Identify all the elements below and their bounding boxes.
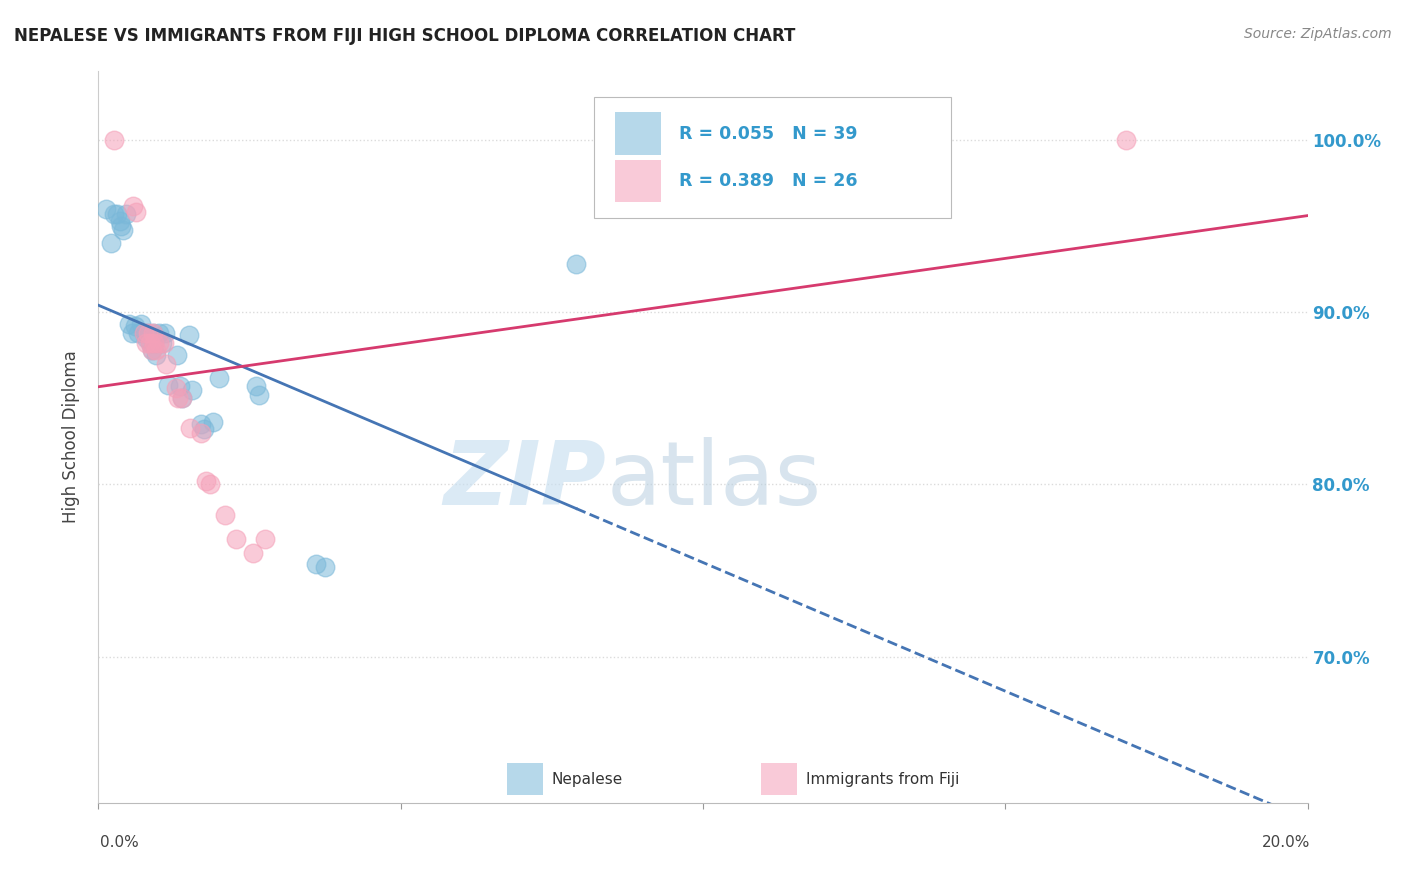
Point: [170, 392, 193, 406]
Point: [94, 202, 117, 216]
Point: [181, 383, 204, 397]
Point: [136, 326, 159, 340]
Point: [195, 474, 218, 488]
Point: [190, 425, 212, 440]
Point: [150, 336, 173, 351]
Text: Source: ZipAtlas.com: Source: ZipAtlas.com: [1244, 27, 1392, 41]
Point: [166, 348, 188, 362]
Text: atlas: atlas: [606, 437, 821, 524]
FancyBboxPatch shape: [595, 97, 950, 218]
Text: NEPALESE VS IMMIGRANTS FROM FIJI HIGH SCHOOL DIPLOMA CORRELATION CHART: NEPALESE VS IMMIGRANTS FROM FIJI HIGH SC…: [14, 27, 796, 45]
Point: [190, 417, 212, 432]
Text: ZIP: ZIP: [443, 437, 606, 524]
Point: [122, 198, 145, 212]
Point: [305, 557, 328, 571]
Point: [139, 336, 162, 351]
Text: Immigrants from Fiji: Immigrants from Fiji: [806, 772, 959, 787]
Point: [108, 214, 131, 228]
Point: [148, 326, 170, 340]
Point: [143, 336, 166, 351]
Point: [200, 477, 222, 491]
Point: [148, 336, 170, 351]
Point: [105, 207, 128, 221]
Point: [565, 257, 588, 271]
Point: [129, 318, 152, 332]
Point: [103, 133, 125, 147]
Point: [118, 318, 141, 332]
Text: Nepalese: Nepalese: [551, 772, 623, 787]
Point: [141, 343, 163, 358]
Point: [242, 546, 264, 560]
Point: [165, 381, 187, 395]
Point: [152, 336, 174, 351]
Point: [100, 236, 122, 251]
Text: R = 0.055   N = 39: R = 0.055 N = 39: [679, 125, 858, 143]
Point: [111, 223, 134, 237]
Point: [135, 336, 157, 351]
Text: R = 0.389   N = 26: R = 0.389 N = 26: [679, 172, 858, 190]
Point: [253, 533, 276, 547]
Point: [1115, 133, 1137, 147]
Point: [225, 533, 247, 547]
Point: [139, 336, 162, 351]
Point: [121, 326, 143, 340]
Point: [141, 343, 163, 358]
FancyBboxPatch shape: [614, 112, 661, 154]
Point: [314, 560, 336, 574]
Point: [135, 331, 157, 345]
Point: [156, 377, 179, 392]
Point: [132, 326, 155, 340]
Point: [167, 392, 190, 406]
Point: [114, 207, 136, 221]
FancyBboxPatch shape: [761, 764, 797, 796]
Text: 0.0%: 0.0%: [100, 836, 139, 850]
Point: [155, 357, 177, 371]
Point: [110, 219, 132, 234]
Point: [153, 326, 176, 340]
Point: [103, 207, 125, 221]
Point: [142, 326, 165, 340]
Point: [247, 388, 270, 402]
Point: [214, 508, 236, 523]
Point: [145, 343, 167, 358]
Point: [202, 416, 225, 430]
Text: 20.0%: 20.0%: [1263, 836, 1310, 850]
Point: [142, 326, 165, 340]
Point: [179, 420, 201, 434]
Point: [245, 379, 267, 393]
Point: [127, 326, 149, 340]
Point: [132, 326, 155, 340]
Point: [143, 336, 166, 351]
Point: [170, 392, 193, 406]
Point: [169, 379, 191, 393]
Point: [124, 319, 146, 334]
Point: [179, 327, 201, 342]
Point: [125, 205, 148, 219]
FancyBboxPatch shape: [614, 160, 661, 202]
Point: [145, 348, 167, 362]
Point: [136, 326, 159, 340]
Y-axis label: High School Diploma: High School Diploma: [62, 351, 80, 524]
Point: [208, 370, 231, 384]
FancyBboxPatch shape: [508, 764, 543, 796]
Point: [193, 422, 215, 436]
